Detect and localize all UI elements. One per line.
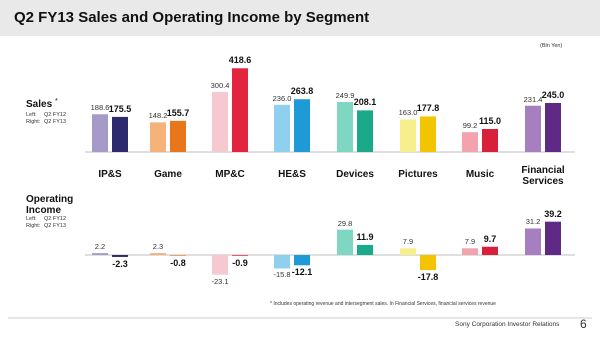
bar [294, 99, 310, 152]
legend-side: Right: [26, 118, 41, 125]
value-label: 115.0 [478, 116, 502, 126]
category-label: IP&S [98, 169, 122, 180]
value-label: -2.3 [112, 258, 128, 269]
value-label: 300.4 [210, 80, 230, 90]
value-label: 39.2 [544, 208, 562, 219]
panel-title: Sales [26, 99, 53, 110]
category-label: MP&C [215, 169, 245, 180]
bar [92, 114, 108, 152]
value-label: 148.2 [148, 111, 168, 121]
bar [170, 120, 186, 152]
value-label: -17.8 [417, 272, 439, 283]
title-mark: * [55, 98, 58, 105]
legend-label: Q2 FY13 [44, 222, 67, 229]
bar [112, 255, 128, 257]
bar [462, 248, 478, 255]
bar [274, 104, 290, 152]
value-label: 249.9 [335, 91, 355, 101]
legend-side: Right: [26, 222, 41, 229]
bar [274, 255, 290, 269]
bar [212, 91, 228, 152]
value-label: 177.8 [416, 103, 440, 114]
value-label: -0.8 [170, 257, 186, 268]
value-label: 155.7 [166, 107, 190, 118]
bar [212, 255, 228, 275]
panel-title: Operating Income [26, 194, 74, 216]
bar [357, 110, 373, 152]
value-label: 29.8 [337, 218, 353, 228]
bar [170, 255, 186, 256]
bar [545, 103, 561, 152]
value-label: -15.8 [273, 270, 291, 280]
value-label: 2.3 [152, 242, 164, 252]
unit-label: (Bln Yen) [540, 43, 563, 49]
page-number: 6 [580, 317, 587, 331]
legend-label: Q2 FY13 [44, 118, 67, 125]
value-label: 11.9 [356, 231, 374, 242]
bar [400, 119, 416, 152]
bar [420, 255, 436, 271]
bar [420, 116, 436, 152]
bar [232, 255, 248, 256]
legend-side: Left: [26, 112, 37, 118]
bar [400, 248, 416, 255]
category-label: Game [154, 169, 182, 180]
value-label: 236.0 [272, 93, 292, 103]
bar [462, 132, 478, 152]
value-label: 163.0 [398, 108, 418, 118]
slide-title: Q2 FY13 Sales and Operating Income by Se… [14, 9, 370, 26]
bar [525, 105, 541, 152]
category-label: Pictures [398, 169, 438, 180]
value-label: 418.6 [228, 55, 252, 66]
value-label: 99.2 [462, 121, 478, 131]
footnote: * Includes operating revenue and interse… [270, 301, 496, 307]
bar [112, 116, 128, 152]
value-label: 31.2 [525, 217, 541, 227]
bar [482, 129, 498, 152]
value-label: 245.0 [541, 90, 565, 100]
value-label: 9.7 [483, 233, 497, 244]
title-band [0, 0, 600, 36]
value-label: 188.6 [90, 103, 110, 113]
bar [232, 68, 248, 152]
value-label: 175.5 [108, 103, 132, 114]
value-label: 263.8 [290, 86, 314, 97]
category-label: Music [465, 169, 495, 180]
value-label: 2.2 [94, 242, 106, 252]
bar [337, 229, 353, 255]
legend-label: Q2 FY12 [44, 112, 67, 118]
value-label: -12.1 [291, 267, 313, 278]
bar [337, 102, 353, 152]
bar [525, 228, 541, 255]
category-label: HE&S [278, 169, 306, 180]
bar [482, 246, 498, 255]
value-label: -23.1 [211, 276, 229, 286]
value-label: 7.9 [464, 237, 476, 247]
bar [150, 122, 166, 152]
value-label: -0.9 [232, 257, 248, 268]
category-label: Devices [336, 169, 374, 180]
bar [294, 255, 310, 266]
value-label: 231.4 [523, 94, 543, 104]
category-label: Financial Services [521, 165, 565, 187]
bar [92, 253, 108, 255]
legend-label: Q2 FY12 [44, 216, 67, 222]
value-label: 208.1 [353, 97, 377, 108]
bar [545, 221, 561, 255]
legend-side: Left: [26, 216, 37, 222]
footer-company: Sony Corporation Investor Relations [455, 321, 560, 328]
bar [357, 244, 373, 255]
value-label: 7.9 [402, 237, 414, 247]
bar [150, 253, 166, 255]
